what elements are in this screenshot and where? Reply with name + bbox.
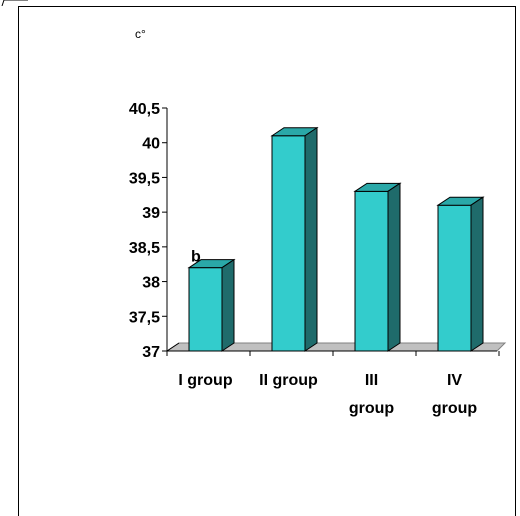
- bar: [436, 196, 485, 352]
- bar: [187, 258, 236, 352]
- bar: [270, 126, 319, 352]
- annotations: b: [191, 249, 201, 266]
- y-tick-label: 40: [142, 136, 160, 153]
- y-tick-labels: 37 37,5 38 38,5 39 39,5 40 40,5: [129, 101, 160, 361]
- x-tick-label: I group: [178, 372, 232, 389]
- bar-front: [354, 190, 389, 352]
- bar-front: [188, 267, 223, 352]
- y-axis-unit-label: c°: [135, 27, 146, 41]
- x-tick-label: II group: [259, 372, 318, 389]
- bar-side: [470, 196, 484, 352]
- x-tick-labels: I group II group III group IV group: [178, 372, 477, 417]
- bar: [353, 182, 402, 352]
- y-tick-label: 37,5: [129, 309, 160, 326]
- bar-front: [437, 204, 472, 352]
- bar-front: [271, 135, 306, 352]
- y-tick-label: 40,5: [129, 101, 160, 118]
- x-tick-label: IV: [447, 372, 462, 389]
- x-tick-label: III: [365, 372, 378, 389]
- x-axis-depth-line: [166, 342, 180, 352]
- y-tick-label: 38,5: [129, 240, 160, 257]
- x-tick-label: group: [432, 400, 478, 417]
- y-tick-label: 37: [142, 344, 160, 361]
- y-tick-label: 38: [142, 275, 160, 292]
- bar-side: [304, 126, 318, 352]
- frame-corner-mark: [1, 0, 28, 6]
- y-tick-label: 39: [142, 205, 160, 222]
- bars: [187, 126, 485, 352]
- bar-side: [221, 258, 235, 352]
- y-tick-label: 39,5: [129, 170, 160, 187]
- x-tick-label: group: [349, 400, 395, 417]
- chart-frame: [18, 6, 516, 516]
- bar-annotation: b: [191, 249, 201, 266]
- bar-side: [387, 182, 401, 352]
